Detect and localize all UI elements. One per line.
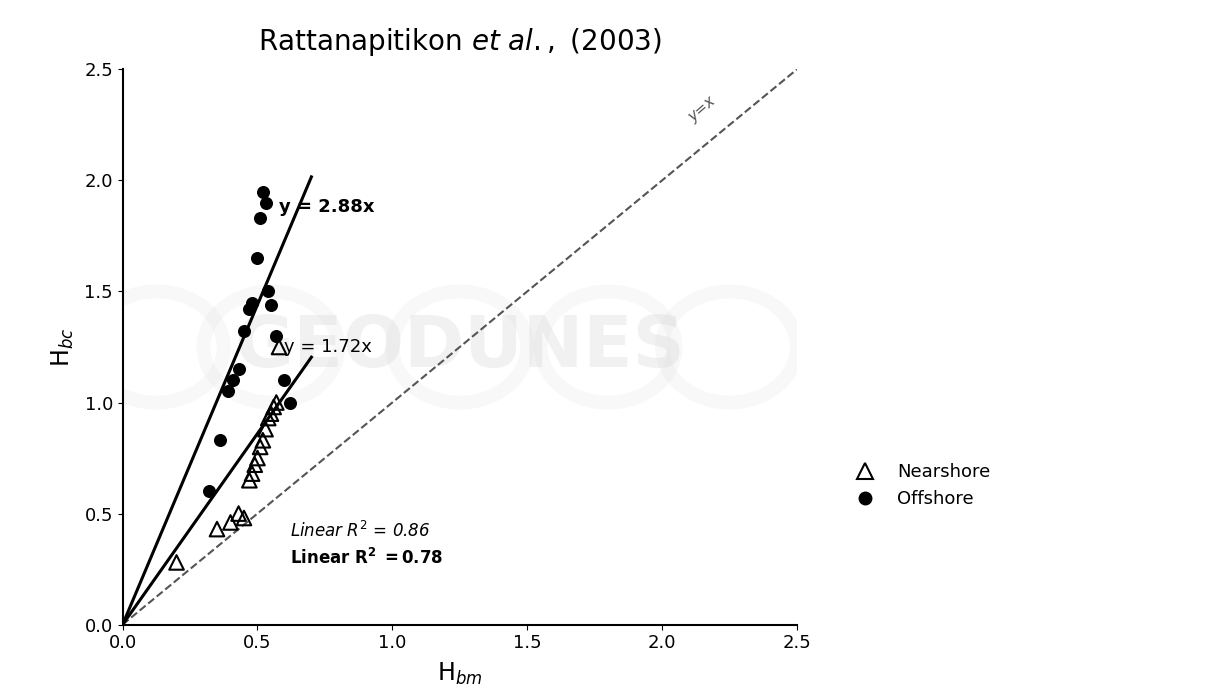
Offshore bbox=[261, 299, 281, 310]
Offshore bbox=[253, 186, 272, 197]
Nearshore bbox=[234, 512, 254, 523]
Nearshore bbox=[243, 468, 262, 479]
Legend: Nearshore, Offshore: Nearshore, Offshore bbox=[840, 456, 998, 516]
Offshore bbox=[229, 364, 249, 375]
Title: Rattanapitikon $\mathit{et\ al.,}$ (2003): Rattanapitikon $\mathit{et\ al.,}$ (2003… bbox=[257, 26, 662, 58]
Offshore bbox=[259, 286, 278, 297]
Offshore bbox=[256, 197, 276, 208]
Nearshore bbox=[229, 508, 249, 519]
Text: y = 1.72x: y = 1.72x bbox=[284, 338, 373, 356]
Offshore bbox=[234, 326, 254, 337]
Nearshore bbox=[270, 341, 289, 353]
Nearshore bbox=[239, 475, 259, 486]
Nearshore bbox=[256, 423, 276, 434]
Offshore bbox=[223, 375, 243, 386]
Nearshore bbox=[167, 557, 186, 568]
Offshore bbox=[199, 486, 218, 497]
Nearshore bbox=[261, 408, 281, 419]
Nearshore bbox=[207, 523, 227, 534]
X-axis label: H$_{bm}$: H$_{bm}$ bbox=[436, 661, 483, 687]
Text: GEODUNES: GEODUNES bbox=[234, 312, 685, 382]
Nearshore bbox=[259, 412, 278, 423]
Nearshore bbox=[250, 441, 270, 452]
Offshore bbox=[243, 297, 262, 308]
Y-axis label: H$_{bc}$: H$_{bc}$ bbox=[49, 328, 76, 366]
Nearshore bbox=[253, 434, 272, 446]
Text: Linear $R^2$ = 0.86: Linear $R^2$ = 0.86 bbox=[289, 521, 430, 541]
Nearshore bbox=[245, 459, 265, 471]
Text: y = 2.88x: y = 2.88x bbox=[280, 198, 374, 216]
Offshore bbox=[210, 434, 229, 446]
Offshore bbox=[218, 386, 238, 397]
Offshore bbox=[248, 253, 267, 264]
Offshore bbox=[280, 397, 299, 408]
Nearshore bbox=[264, 401, 283, 412]
Nearshore bbox=[248, 452, 267, 464]
Nearshore bbox=[266, 397, 286, 408]
Nearshore bbox=[221, 517, 240, 528]
Offshore bbox=[239, 304, 259, 315]
Offshore bbox=[266, 330, 286, 341]
Offshore bbox=[250, 212, 270, 223]
Offshore bbox=[275, 375, 294, 386]
Text: $\bf{Linear}$ $\bf{R^2}$ $\bf{= 0.78}$: $\bf{Linear}$ $\bf{R^2}$ $\bf{= 0.78}$ bbox=[289, 548, 443, 568]
Text: y=x: y=x bbox=[687, 94, 718, 125]
